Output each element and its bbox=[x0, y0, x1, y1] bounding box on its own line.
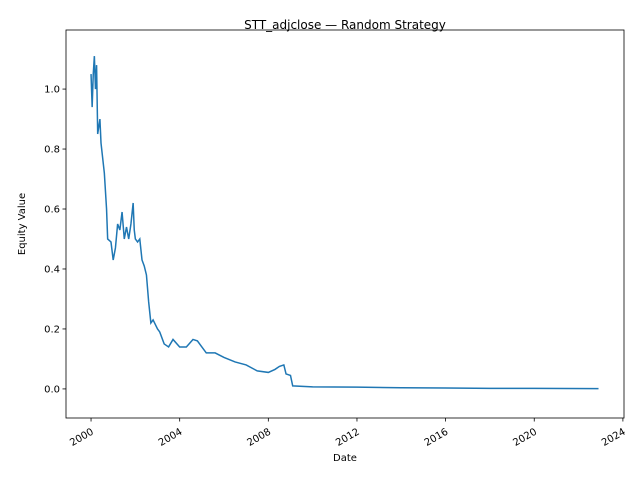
x-tick-label: 2008 bbox=[245, 427, 273, 449]
y-tick-label: 0.2 bbox=[44, 324, 60, 335]
y-tick-label: 0.6 bbox=[44, 205, 60, 216]
x-tick-label: 2000 bbox=[68, 427, 96, 449]
y-tick-label: 1.0 bbox=[44, 85, 60, 96]
y-tick-label: 0.8 bbox=[44, 145, 60, 156]
x-axis-label: Date bbox=[333, 453, 357, 464]
chart-title: STT_adjclose — Random Strategy bbox=[244, 18, 446, 32]
line bbox=[90, 56, 599, 390]
y-tick-label: 0.0 bbox=[44, 384, 60, 395]
x-tick-label: 2020 bbox=[511, 427, 539, 449]
y-axis-label: Equity Value bbox=[17, 193, 28, 255]
plot-frame bbox=[65, 29, 625, 419]
x-tick-label: 2024 bbox=[600, 427, 628, 449]
x-tick-label: 2016 bbox=[423, 427, 451, 449]
x-tick-label: 2012 bbox=[334, 427, 362, 449]
x-tick-label: 2004 bbox=[157, 427, 185, 449]
y-tick-label: 0.4 bbox=[44, 264, 60, 275]
